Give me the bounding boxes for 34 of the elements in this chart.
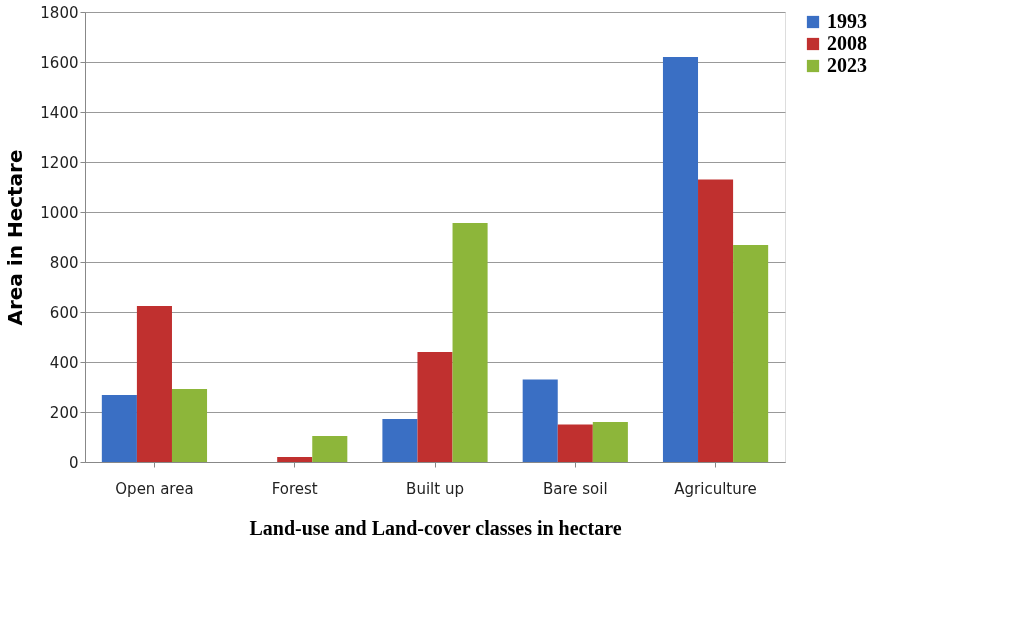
bar bbox=[101, 395, 137, 462]
y-tick-label: 1600 bbox=[40, 53, 79, 72]
y-tick-label: 200 bbox=[49, 403, 79, 422]
bar bbox=[522, 379, 558, 462]
y-axis-title: Area in Hectare bbox=[3, 149, 28, 326]
bar bbox=[417, 352, 453, 462]
x-tick-label: Bare soil bbox=[542, 479, 608, 498]
y-tick-label: 1000 bbox=[40, 203, 79, 222]
bar bbox=[592, 422, 628, 462]
y-tick-label: 400 bbox=[49, 353, 79, 372]
x-tick-label: Open area bbox=[115, 479, 194, 498]
y-tick-label: 600 bbox=[49, 303, 79, 322]
x-tick-label: Built up bbox=[406, 479, 464, 498]
x-axis-title: Land-use and Land-cover classes in hectare bbox=[249, 516, 622, 539]
x-tick-label: Agriculture bbox=[674, 479, 757, 498]
bar bbox=[382, 419, 418, 462]
bar bbox=[312, 436, 348, 462]
y-tick-label: 800 bbox=[49, 253, 79, 272]
legend-label: 1993 bbox=[827, 10, 867, 32]
y-tick-label: 0 bbox=[68, 453, 79, 472]
y-tick-label: 1400 bbox=[40, 103, 79, 122]
bar bbox=[277, 457, 313, 462]
bar bbox=[136, 306, 172, 462]
bar bbox=[557, 424, 593, 462]
x-tick-label: Forest bbox=[271, 479, 318, 498]
bar bbox=[171, 389, 208, 462]
legend-label: 2023 bbox=[827, 54, 867, 76]
bar bbox=[698, 179, 734, 462]
bar bbox=[452, 223, 488, 462]
bar bbox=[662, 57, 699, 462]
y-tick-label: 1200 bbox=[40, 153, 79, 172]
legend-label: 2008 bbox=[827, 32, 867, 54]
bar bbox=[733, 245, 769, 462]
y-tick-label: 1800 bbox=[40, 3, 79, 22]
